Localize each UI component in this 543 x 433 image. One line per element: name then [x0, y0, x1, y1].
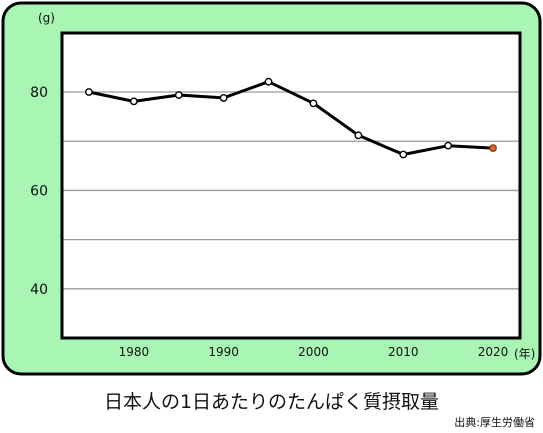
- x-axis-unit: (年): [514, 347, 535, 361]
- source-note: 出典:厚生労働省: [454, 416, 535, 429]
- data-point-latest: [489, 144, 497, 153]
- y-axis-unit: (g): [38, 11, 55, 25]
- x-tick-label: 2020: [478, 345, 509, 359]
- data-point: [85, 88, 93, 96]
- x-tick-label: 2010: [388, 345, 419, 359]
- line-chart: 40 60 80 1980 1990 2000 2010 2020 (g) (年): [1, 1, 542, 376]
- series-line: [88, 80, 494, 156]
- data-point: [309, 99, 318, 108]
- chart-panel: 40 60 80 1980 1990 2000 2010 2020 (g) (年): [1, 1, 542, 376]
- data-point: [399, 150, 408, 159]
- y-tick-label: 60: [30, 183, 48, 199]
- x-tick-label: 2000: [298, 345, 329, 359]
- data-point: [129, 97, 138, 106]
- x-tick-label: 1980: [119, 345, 150, 359]
- data-point: [444, 141, 453, 150]
- x-tick-label: 1990: [208, 345, 239, 359]
- data-point: [174, 91, 183, 99]
- y-tick-label: 80: [30, 85, 48, 101]
- data-point: [354, 131, 363, 140]
- plot-area: [60, 31, 522, 340]
- data-point: [219, 94, 228, 102]
- data-point: [264, 77, 273, 86]
- chart-title: 日本人の1日あたりのたんぱく質摂取量: [103, 391, 440, 413]
- y-tick-label: 40: [30, 282, 48, 298]
